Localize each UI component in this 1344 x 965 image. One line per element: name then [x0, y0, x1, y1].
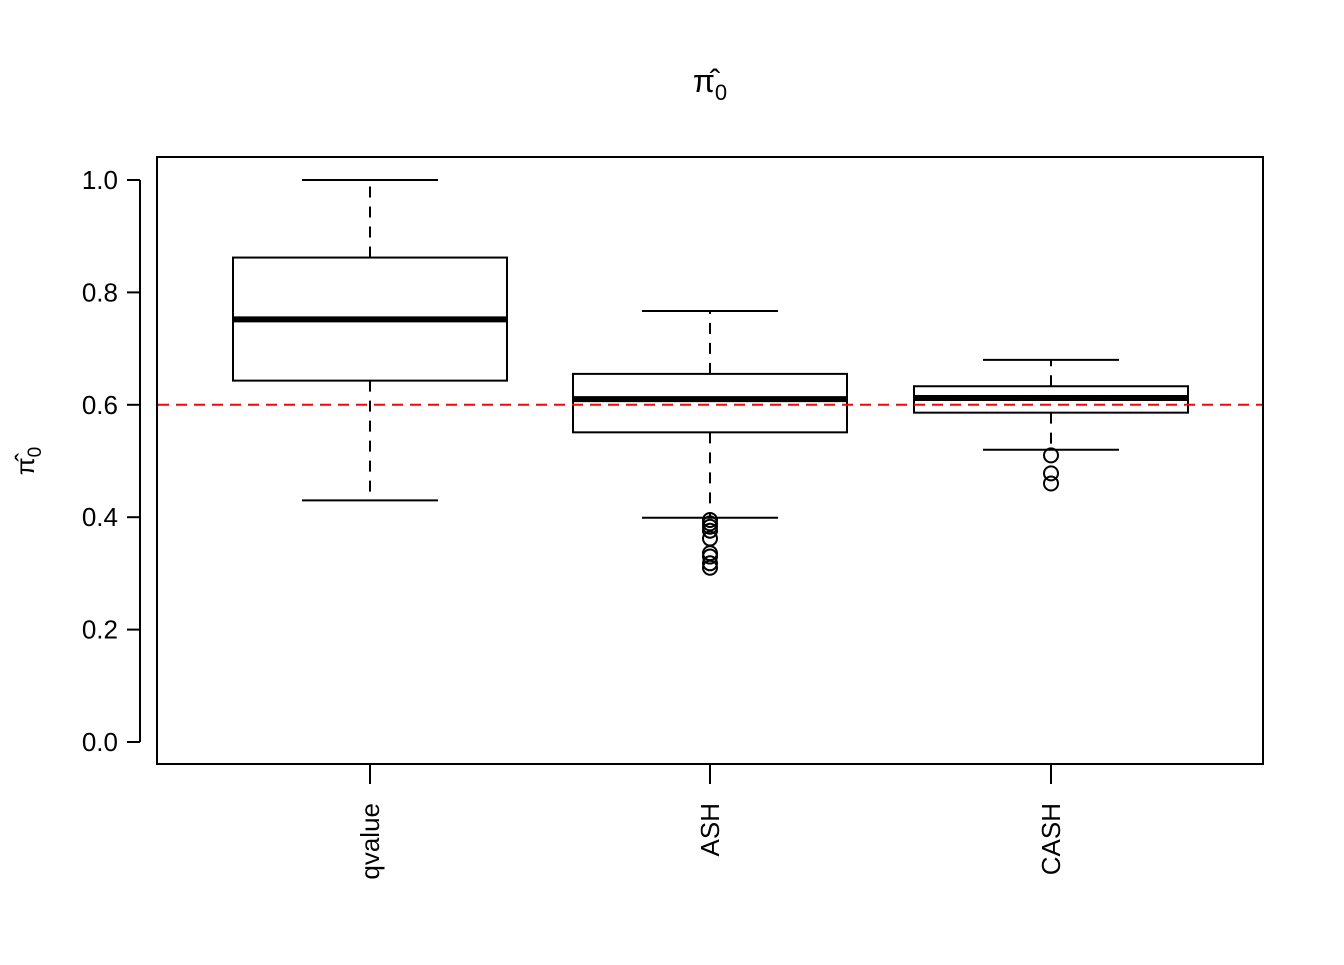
chart-marks: π̂0 π̂0 0.0 0.2 0.4 0.6 0.8 1.0 qvalue ASH CASH: [10, 63, 1262, 880]
outlier-point: [1043, 447, 1059, 464]
x-category-label: CASH: [1036, 803, 1066, 875]
outlier-point: [1043, 475, 1059, 492]
outlier-point: [702, 512, 718, 529]
chart-title: π̂0: [693, 63, 727, 105]
x-category-label: qvalue: [355, 803, 385, 880]
y-tick-label: 0.6: [82, 390, 118, 420]
y-tick-label: 0.2: [82, 615, 118, 645]
outlier-point: [702, 555, 718, 572]
outlier-point: [702, 522, 718, 539]
y-axis-label: π̂0: [10, 447, 46, 476]
x-category-label: ASH: [695, 803, 725, 856]
y-tick-label: 1.0: [82, 165, 118, 195]
y-tick-label: 0.0: [82, 727, 118, 757]
outlier-point: [1043, 465, 1059, 482]
y-tick-label: 0.8: [82, 277, 118, 307]
outlier-point: [702, 530, 718, 547]
outlier-point: [702, 545, 718, 562]
box-iqr: [572, 372, 848, 434]
y-tick-label: 0.4: [82, 502, 118, 532]
